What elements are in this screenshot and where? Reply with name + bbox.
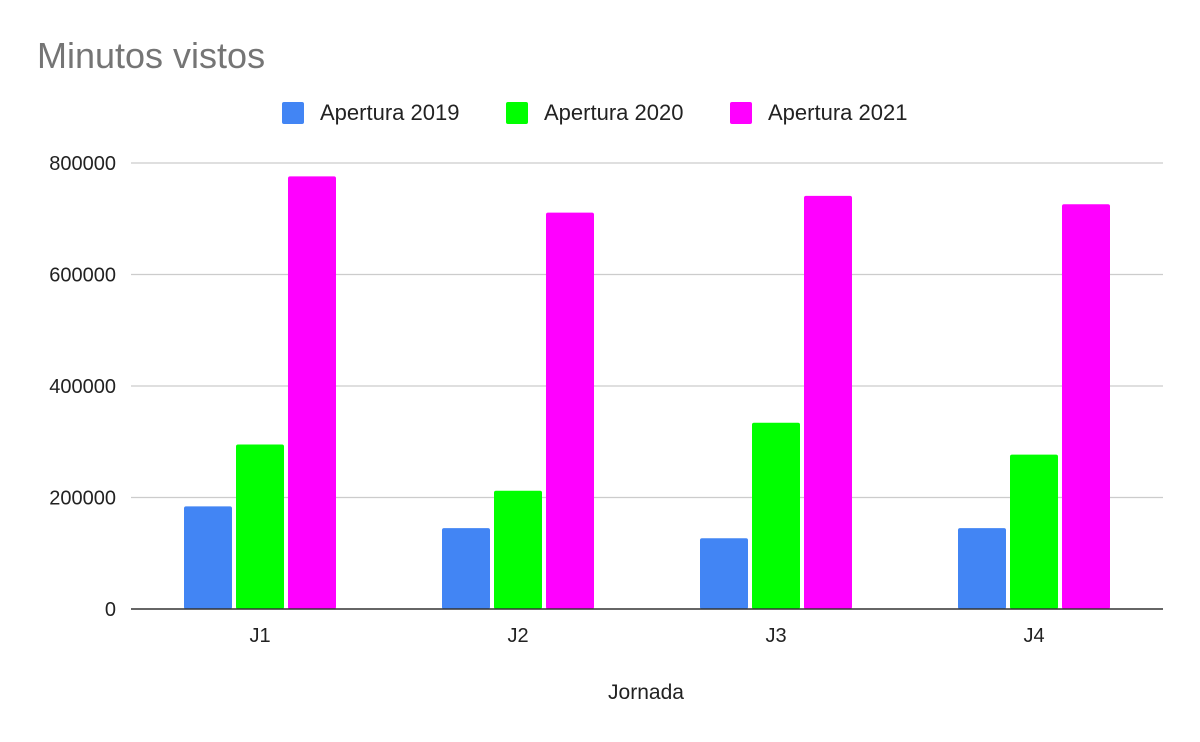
x-axis-title: Jornada	[608, 681, 684, 704]
bar-apertura-2019-j3	[700, 538, 748, 609]
bar-apertura-2020-j4	[1010, 454, 1058, 609]
legend-swatch	[730, 102, 752, 124]
y-tick-label: 600000	[49, 265, 116, 287]
gridlines	[131, 162, 1163, 499]
bars	[184, 176, 1110, 609]
legend: Apertura 2019 Apertura 2020 Apertura 2021	[282, 100, 907, 125]
bar-apertura-2021-j2	[546, 212, 594, 609]
y-tick-label: 200000	[49, 488, 116, 510]
x-axis-tick-labels: J1 J2 J3 J4	[249, 625, 1044, 647]
bar-apertura-2021-j1	[288, 176, 336, 609]
legend-label: Apertura 2019	[320, 100, 459, 125]
x-tick-label: J1	[249, 625, 270, 647]
x-tick-label: J3	[765, 625, 786, 647]
bar-apertura-2020-j2	[494, 490, 542, 609]
bar-apertura-2019-j2	[442, 528, 490, 609]
bar-apertura-2020-j3	[752, 422, 800, 609]
y-axis-tick-labels: 0 200000 400000 600000 800000	[49, 153, 116, 621]
bar-apertura-2021-j4	[1062, 204, 1110, 609]
y-tick-label: 800000	[49, 153, 116, 175]
legend-swatch	[506, 102, 528, 124]
y-tick-label: 400000	[49, 376, 116, 398]
x-tick-label: J2	[507, 625, 528, 647]
legend-swatch	[282, 102, 304, 124]
x-tick-label: J4	[1023, 625, 1044, 647]
bar-apertura-2021-j3	[804, 195, 852, 609]
bar-apertura-2019-j1	[184, 506, 232, 609]
chart-title: Minutos vistos	[37, 35, 265, 76]
bar-apertura-2019-j4	[958, 528, 1006, 609]
legend-label: Apertura 2020	[544, 100, 683, 125]
bar-apertura-2020-j1	[236, 444, 284, 609]
legend-label: Apertura 2021	[768, 100, 907, 125]
y-tick-label: 0	[105, 599, 116, 621]
